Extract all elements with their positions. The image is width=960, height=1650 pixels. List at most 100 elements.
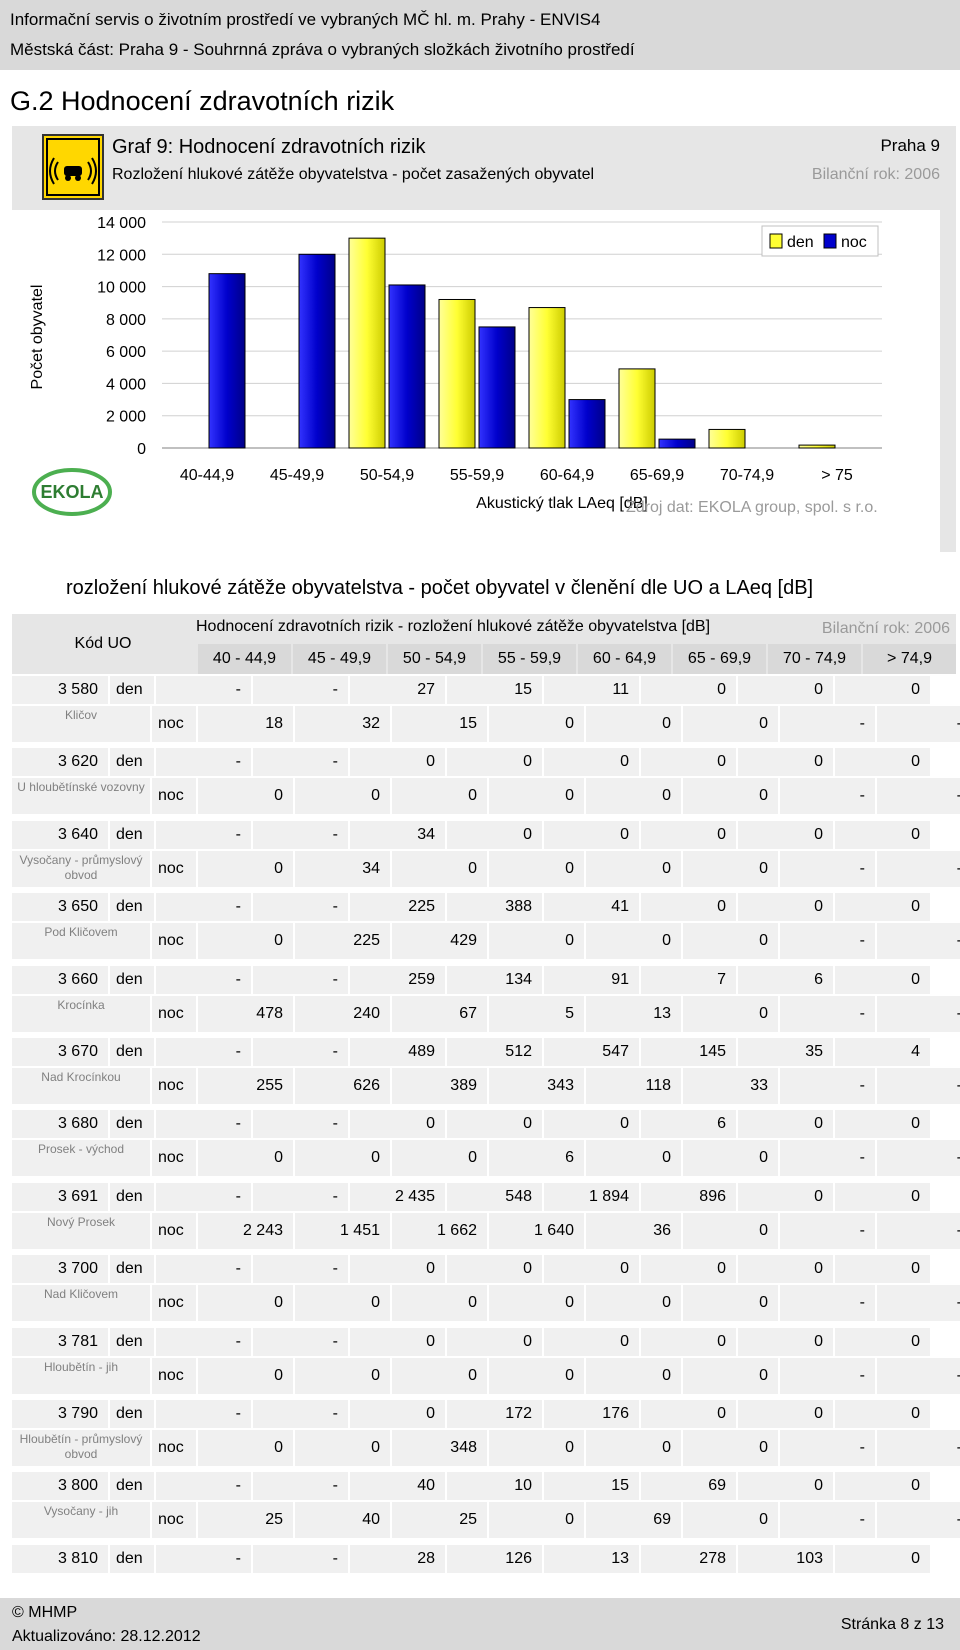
- value-cell: 35: [738, 1037, 833, 1066]
- uo-name: Nový Prosek: [12, 1212, 150, 1249]
- value-cell: 0: [447, 748, 542, 777]
- value-cell: 0: [350, 748, 445, 777]
- value-cell: -: [253, 748, 348, 777]
- value-cell: 0: [738, 1182, 833, 1211]
- legend-label-den: den: [787, 234, 814, 251]
- value-cell: 225: [295, 923, 390, 960]
- value-cell: 0: [738, 1399, 833, 1428]
- value-cell: -: [253, 1037, 348, 1066]
- value-cell: 33: [683, 1067, 778, 1104]
- x-tick-label: 70-74,9: [720, 467, 774, 484]
- period-label: noc: [152, 1212, 196, 1249]
- x-tick-label: 50-54,9: [360, 467, 414, 484]
- kod-uo-cell: 3 781: [12, 1327, 108, 1356]
- period-label: den: [110, 820, 154, 849]
- value-cell: 1 894: [544, 1182, 639, 1211]
- period-label: den: [110, 1472, 154, 1501]
- value-cell: -: [156, 1110, 251, 1139]
- kod-uo-cell: 3 580: [12, 676, 108, 704]
- value-cell: 0: [586, 1140, 681, 1177]
- value-cell: -: [253, 893, 348, 922]
- chart-subtitle: Rozložení hlukové zátěže obyvatelstva - …: [112, 166, 595, 183]
- x-tick-label: 45-49,9: [270, 467, 324, 484]
- kod-uo-cell: 3 680: [12, 1110, 108, 1139]
- value-cell: 1 451: [295, 1212, 390, 1249]
- value-cell: 0: [295, 1285, 390, 1322]
- value-cell: -: [253, 1182, 348, 1211]
- value-cell: -: [156, 1472, 251, 1501]
- column-header: 55 - 59,9: [483, 644, 576, 674]
- value-cell: 172: [447, 1399, 542, 1428]
- table-row-group: 3 680 den - -0 0 0 6 0 0 Prosek - východ noc 0 0 0 6 0 0…: [12, 1110, 960, 1182]
- value-cell: 626: [295, 1067, 390, 1104]
- table-row-den: 3 800 den - -40 10 15 69 0 0: [12, 1472, 932, 1501]
- value-cell: -: [253, 1110, 348, 1139]
- table-row-den: 3 810 den - -28 126 13 278 103 0: [12, 1544, 932, 1573]
- value-cell: 0: [835, 676, 930, 704]
- value-cell: 343: [489, 1067, 584, 1104]
- y-tick-label: 6 000: [106, 344, 146, 361]
- value-cell: 5: [489, 995, 584, 1032]
- value-cell: -: [156, 676, 251, 704]
- value-cell: 0: [738, 1472, 833, 1501]
- period-label: noc: [152, 850, 196, 887]
- value-cell: 0: [835, 1472, 930, 1501]
- plot-background: [12, 210, 940, 552]
- value-cell: 278: [641, 1544, 736, 1573]
- value-cell: 126: [447, 1544, 542, 1573]
- value-cell: -: [877, 995, 960, 1032]
- y-tick-label: 4 000: [106, 376, 146, 393]
- value-cell: 69: [586, 1502, 681, 1539]
- value-cell: 0: [198, 923, 293, 960]
- value-cell: 0: [392, 1357, 487, 1394]
- value-cell: 0: [835, 1327, 930, 1356]
- value-cell: 0: [683, 995, 778, 1032]
- value-cell: -: [877, 778, 960, 815]
- value-cell: 6: [641, 1110, 736, 1139]
- y-tick-label: 14 000: [97, 215, 146, 232]
- period-label: den: [110, 1182, 154, 1211]
- value-cell: 6: [489, 1140, 584, 1177]
- noise-warning-icon: [42, 134, 104, 200]
- value-cell: 388: [447, 893, 542, 922]
- value-cell: 896: [641, 1182, 736, 1211]
- y-tick-label: 2 000: [106, 409, 146, 426]
- kod-uo-cell: 3 700: [12, 1255, 108, 1284]
- footer-page-number: Stránka 8 z 13: [840, 1616, 944, 1633]
- value-cell: 0: [198, 850, 293, 887]
- value-cell: -: [877, 1429, 960, 1466]
- table-row-group: 3 660 den - -259 134 91 7 6 0 Krocínka noc 478 240 67…: [12, 965, 960, 1038]
- value-cell: 0: [683, 1502, 778, 1539]
- value-cell: 0: [586, 1285, 681, 1322]
- value-cell: 0: [835, 1544, 930, 1573]
- value-cell: 11: [544, 676, 639, 704]
- value-cell: 4: [835, 1037, 930, 1066]
- value-cell: -: [780, 850, 875, 887]
- x-axis-label: Akustický tlak LAeq [dB]: [476, 495, 648, 512]
- table-header-year: Bilanční rok: 2006: [821, 620, 950, 637]
- ekola-logo: [32, 468, 112, 516]
- kod-uo-cell: 3 691: [12, 1182, 108, 1211]
- value-cell: 0: [683, 706, 778, 742]
- table-row-den: 3 691 den - -2 435 548 1 894 896 0 0: [12, 1182, 932, 1211]
- value-cell: -: [253, 1255, 348, 1284]
- x-tick-label: > 75: [821, 467, 853, 484]
- value-cell: -: [780, 1212, 875, 1249]
- value-cell: 489: [350, 1037, 445, 1066]
- value-cell: 348: [392, 1429, 487, 1466]
- value-cell: -: [877, 923, 960, 960]
- value-cell: 1 640: [489, 1212, 584, 1249]
- x-tick-label: 60-64,9: [540, 467, 594, 484]
- value-cell: 0: [683, 1285, 778, 1322]
- value-cell: -: [780, 1285, 875, 1322]
- value-cell: 0: [683, 1429, 778, 1466]
- table-row-den: 3 650 den - -225 388 41 0 0 0: [12, 893, 932, 922]
- period-label: den: [110, 1037, 154, 1066]
- period-label: noc: [152, 1357, 196, 1394]
- value-cell: 0: [447, 820, 542, 849]
- value-cell: 34: [295, 850, 390, 887]
- value-cell: 0: [738, 1255, 833, 1284]
- value-cell: 0: [544, 820, 639, 849]
